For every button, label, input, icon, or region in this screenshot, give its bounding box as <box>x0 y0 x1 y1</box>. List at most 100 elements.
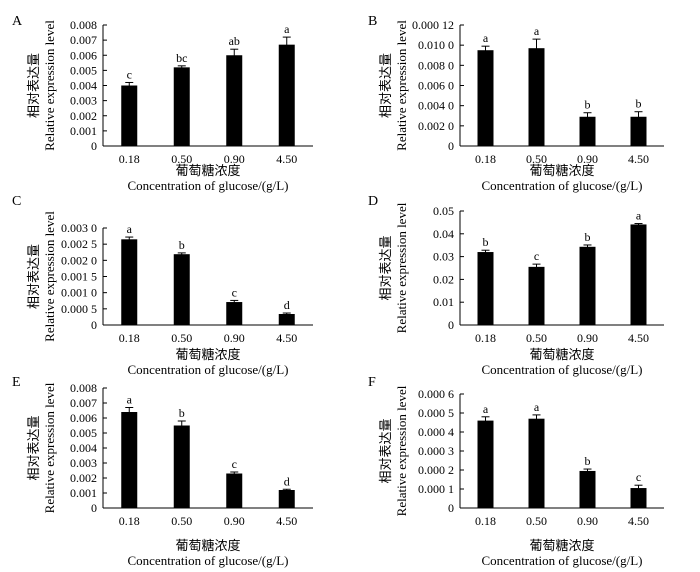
y-axis-title-cn: 相对表达量 <box>26 53 41 118</box>
bar <box>477 50 494 147</box>
significance-label: a <box>534 400 540 414</box>
y-tick-label: 0.02 <box>433 272 454 286</box>
x-axis-title: Concentration of glucose/(g/L) <box>127 178 288 193</box>
bar <box>173 67 190 146</box>
y-tick-label: 0.03 <box>433 250 454 264</box>
y-tick-label: 0.006 <box>70 411 97 425</box>
y-tick-label: 0 <box>448 139 454 153</box>
y-tick-label: 0.05 <box>433 204 454 218</box>
panel-label: B <box>368 14 377 29</box>
bar <box>477 252 494 325</box>
bar <box>477 420 494 508</box>
y-tick-label: 0.006 <box>70 48 97 62</box>
y-tick-label: 0.004 <box>70 79 97 93</box>
y-tick-label: 0.008 0 <box>418 58 454 72</box>
x-tick-label: 0.50 <box>526 331 547 345</box>
significance-label: c <box>636 470 641 484</box>
y-axis-title: Relative expression level <box>42 20 57 151</box>
x-tick-label: 0.18 <box>119 152 140 166</box>
y-tick-label: 0.000 4 <box>418 425 454 439</box>
x-tick-label: 0.50 <box>171 514 192 528</box>
bar <box>226 473 243 508</box>
y-tick-label: 0.004 0 <box>418 99 454 113</box>
x-tick-label: 0.90 <box>224 152 245 166</box>
bar <box>630 116 647 146</box>
x-tick-label: 0.18 <box>475 152 496 166</box>
x-tick-label: 0.50 <box>526 514 547 528</box>
x-axis-title: Concentration of glucose/(g/L) <box>127 553 288 568</box>
chart-panel-f: F 0 0.000 1 0.000 2 0.000 3 0.000 4 0.000 5 0.0… <box>368 375 664 568</box>
panel-label: A <box>12 14 23 29</box>
significance-label: b <box>179 406 185 420</box>
x-tick-label: 0.18 <box>119 514 140 528</box>
x-tick-label: 0.18 <box>475 331 496 345</box>
significance-label: a <box>483 31 489 45</box>
bar <box>579 470 596 508</box>
x-tick-label: 0.50 <box>171 331 192 345</box>
y-tick-label: 0.005 <box>70 426 97 440</box>
y-tick-label: 0 <box>91 318 97 332</box>
y-tick-label: 0.000 6 <box>418 387 454 401</box>
significance-label: b <box>179 238 185 252</box>
bar <box>630 488 647 508</box>
significance-label: a <box>284 22 290 36</box>
significance-label: a <box>127 393 133 407</box>
y-tick-label: 0.01 <box>433 295 454 309</box>
x-tick-label: 4.50 <box>628 331 649 345</box>
y-tick-label: 0.003 <box>70 94 97 108</box>
y-axis-title-cn: 相对表达量 <box>378 53 393 118</box>
y-tick-label: 0.001 <box>70 486 97 500</box>
y-axis-title-cn: 相对表达量 <box>26 244 41 309</box>
x-axis-title: Concentration of glucose/(g/L) <box>481 362 642 377</box>
x-tick-label: 4.50 <box>276 514 297 528</box>
significance-label: ab <box>229 34 240 48</box>
x-axis-title-cn: 葡萄糖浓度 <box>529 347 594 362</box>
significance-label: b <box>483 235 489 249</box>
y-tick-label: 0.000 1 <box>418 482 454 496</box>
significance-label: a <box>534 24 540 38</box>
significance-label: b <box>585 230 591 244</box>
chart-panel-d: D 0 0.01 0.02 0.03 0.04 0.05 b 0.18 c 0.50 b 0.90 a 4.… <box>368 194 664 377</box>
panel-label: C <box>12 194 21 209</box>
bar <box>173 254 190 325</box>
y-axis-title: Relative expression level <box>394 20 409 151</box>
bar <box>278 490 295 508</box>
y-tick-label: 0 <box>448 318 454 332</box>
bar <box>278 44 295 146</box>
bar <box>121 412 138 508</box>
y-tick-label: 0.002 0 <box>418 119 454 133</box>
x-tick-label: 4.50 <box>276 331 297 345</box>
y-axis-title: Relative expression level <box>42 211 57 342</box>
significance-label: a <box>636 209 642 223</box>
x-axis-title: Concentration of glucose/(g/L) <box>127 362 288 377</box>
chart-panel-e: E 00.0010.0020.0030.0040.0050.0060.0070.0… <box>12 375 313 568</box>
x-tick-label: 0.18 <box>119 331 140 345</box>
bar <box>630 224 647 325</box>
panel-label: F <box>368 375 376 390</box>
y-tick-label: 0.005 <box>70 63 97 77</box>
y-tick-label: 0 <box>448 501 454 515</box>
y-tick-label: 0.000 3 <box>418 444 454 458</box>
y-tick-label: 0.002 5 <box>61 237 97 251</box>
x-tick-label: 4.50 <box>628 514 649 528</box>
x-axis-title-cn: 葡萄糖浓度 <box>175 538 240 553</box>
y-tick-label: 0.003 0 <box>61 221 97 235</box>
y-axis-title: Relative expression level <box>42 382 57 513</box>
x-axis-title: Concentration of glucose/(g/L) <box>481 553 642 568</box>
bar <box>173 425 190 508</box>
y-tick-label: 0 <box>91 501 97 515</box>
significance-label: d <box>284 474 290 488</box>
y-axis-title-cn: 相对表达量 <box>378 418 393 483</box>
significance-label: c <box>232 285 237 299</box>
x-tick-label: 0.18 <box>475 514 496 528</box>
y-tick-label: 0.001 0 <box>61 286 97 300</box>
x-axis-title-cn: 葡萄糖浓度 <box>175 347 240 362</box>
y-tick-label: 0.007 <box>70 33 97 47</box>
x-tick-label: 4.50 <box>276 152 297 166</box>
y-tick-label: 0.003 <box>70 456 97 470</box>
y-tick-label: 0.000 5 <box>61 302 97 316</box>
y-tick-label: 0.002 <box>70 109 97 123</box>
bar <box>226 55 243 146</box>
